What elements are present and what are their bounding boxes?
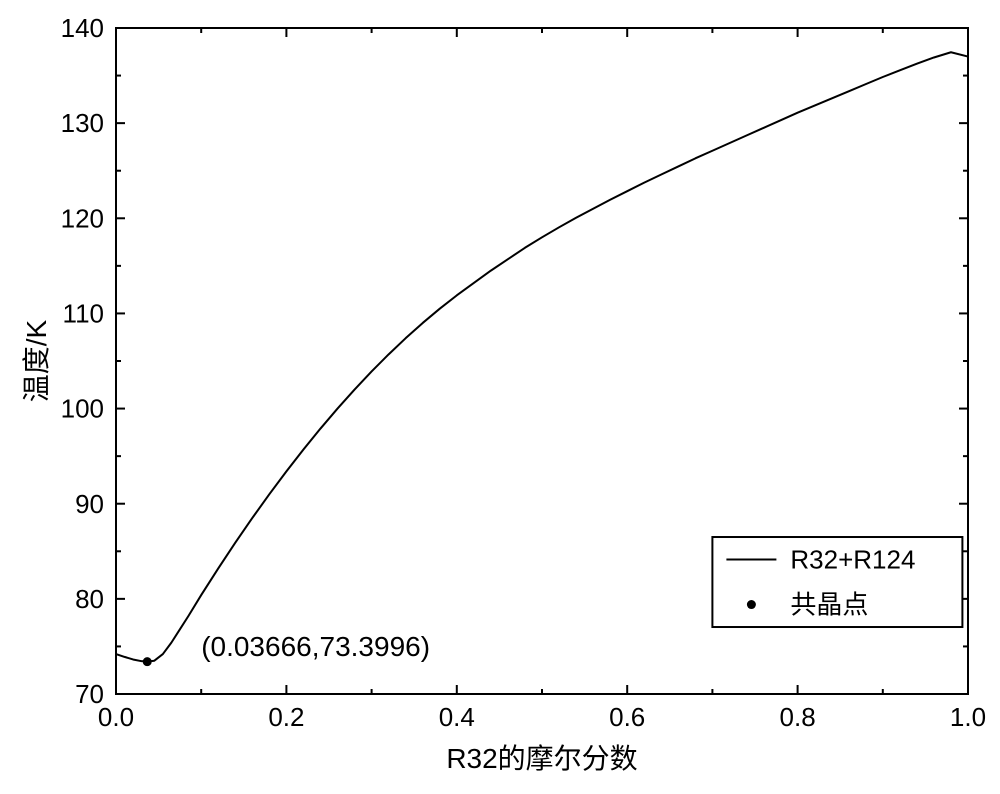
- x-tick-label: 0.4: [439, 702, 475, 732]
- chart-root: 0.00.20.40.60.81.0708090100110120130140R…: [0, 0, 1000, 794]
- y-tick-label: 70: [75, 679, 104, 709]
- legend-label: 共晶点: [790, 590, 868, 620]
- y-tick-label: 140: [61, 13, 104, 43]
- eutectic-point-marker: [143, 657, 152, 666]
- chart-background: [0, 0, 1000, 794]
- phase-diagram-chart: 0.00.20.40.60.81.0708090100110120130140R…: [0, 0, 1000, 794]
- x-tick-label: 0.6: [609, 702, 645, 732]
- x-tick-label: 0.8: [780, 702, 816, 732]
- x-tick-label: 0.2: [268, 702, 304, 732]
- y-tick-label: 130: [61, 108, 104, 138]
- y-axis-label: 温度/K: [21, 319, 52, 402]
- eutectic-annotation: (0.03666,73.3996): [201, 631, 430, 662]
- legend-label: R32+R124: [790, 545, 915, 575]
- x-tick-label: 1.0: [950, 702, 986, 732]
- y-tick-label: 120: [61, 203, 104, 233]
- y-tick-label: 90: [75, 489, 104, 519]
- y-tick-label: 110: [63, 299, 104, 329]
- y-tick-label: 100: [61, 394, 104, 424]
- x-axis-label: R32的摩尔分数: [446, 743, 637, 774]
- y-tick-label: 80: [75, 584, 104, 614]
- legend-marker-sample: [747, 600, 756, 609]
